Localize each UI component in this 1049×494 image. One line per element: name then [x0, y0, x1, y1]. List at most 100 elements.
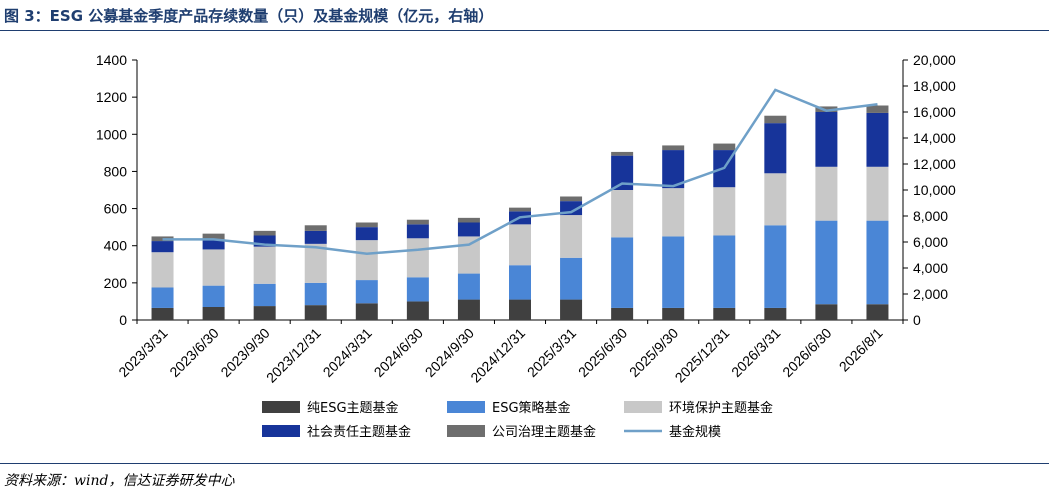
bar-segment — [611, 151, 634, 156]
bar-segment — [355, 240, 378, 281]
bar-segment — [355, 280, 378, 304]
bar-segment — [713, 235, 736, 308]
bar-segment — [151, 307, 174, 320]
bar-segment — [815, 304, 838, 320]
bar-segment — [151, 252, 174, 288]
bar-segment — [611, 190, 634, 238]
bar-segment — [560, 196, 583, 202]
x-tick-label: 2023/3/31 — [115, 325, 171, 381]
left-tick-label: 400 — [104, 238, 128, 254]
legend-swatch — [262, 401, 300, 413]
x-tick-label: 2025/6/30 — [575, 325, 631, 381]
bar-segment — [355, 227, 378, 241]
left-tick-label: 1000 — [96, 126, 127, 142]
bar-segment — [815, 220, 838, 305]
bar-segment — [713, 307, 736, 320]
bar-segment — [406, 277, 429, 302]
bar-segment — [560, 215, 583, 258]
bar-segment — [253, 283, 276, 307]
bar-segment — [406, 301, 429, 320]
bar-segment — [457, 299, 480, 320]
bar-segment — [509, 299, 531, 320]
right-tick-label: 4,000 — [913, 260, 948, 276]
legend-label: ESG策略基金 — [492, 400, 571, 416]
right-tick-label: 12,000 — [913, 156, 956, 172]
x-tick-label: 2026/8/1 — [836, 325, 886, 375]
left-tick-label: 1200 — [96, 89, 127, 105]
bar-segment — [662, 150, 685, 189]
right-tick-label: 16,000 — [913, 104, 956, 120]
bar-segment — [253, 230, 276, 236]
bar-segment — [611, 237, 634, 308]
chart: 0 200 400 600 800 1000 1200 1400 0 2,000 4,000 6,00… — [96, 52, 956, 440]
bar-segment — [151, 241, 174, 253]
bar-segment — [560, 257, 583, 300]
source-note: 资料来源：wind，信达证券研发中心 — [4, 473, 235, 489]
bar-segment — [304, 305, 327, 320]
figure-title: 图 3：ESG 公募基金季度产品存续数量（只）及基金规模（亿元，右轴） — [4, 7, 494, 25]
left-tick-label: 800 — [104, 163, 128, 179]
bar-segment — [815, 112, 838, 167]
x-tick-label: 2024/6/30 — [371, 325, 427, 381]
legend-label: 环境保护主题基金 — [669, 400, 773, 416]
x-tick-label: 2026/6/30 — [779, 325, 835, 381]
x-tick-label: 2024/12/31 — [467, 325, 528, 386]
bar-segment — [866, 112, 889, 167]
right-tick-label: 2,000 — [913, 286, 948, 302]
left-tick-label: 200 — [104, 275, 128, 291]
left-tick-label: 1400 — [96, 52, 127, 68]
right-tick-label: 8,000 — [913, 208, 948, 224]
bar-segment — [815, 166, 838, 221]
legend-label: 纯ESG主题基金 — [307, 400, 399, 416]
right-tick-label: 20,000 — [913, 52, 956, 68]
bar-segment — [764, 225, 787, 308]
legend-swatch — [624, 401, 662, 413]
right-tick-label: 14,000 — [913, 130, 956, 146]
bar-segment — [202, 239, 225, 250]
bar-segment — [457, 273, 480, 300]
bar-segment — [406, 238, 429, 278]
x-tick-label: 2023/6/30 — [166, 325, 222, 381]
legend-label: 社会责任主题基金 — [307, 424, 411, 440]
bar-segment — [253, 246, 276, 284]
bar-segment — [611, 307, 634, 320]
bar-segment — [406, 224, 429, 239]
bar-segment — [202, 233, 225, 240]
legend-label: 公司治理主题基金 — [492, 424, 596, 440]
bar-segment — [764, 115, 787, 124]
bar-segment — [764, 173, 787, 226]
bar-segment — [304, 230, 327, 244]
bar-segment — [304, 282, 327, 306]
bar-segment — [662, 188, 685, 237]
bar-segment — [304, 225, 327, 231]
bar-segment — [560, 299, 583, 320]
bar-segment — [202, 307, 225, 320]
legend-swatch — [447, 425, 485, 437]
bar-segment — [713, 187, 736, 236]
bar-segment — [457, 222, 480, 237]
x-tick-label: 2023/12/31 — [263, 325, 324, 386]
bar-segment — [253, 235, 276, 247]
left-tick-label: 0 — [119, 312, 127, 328]
bar-segment — [662, 307, 685, 320]
bar-segment — [866, 166, 889, 221]
legend-swatch — [262, 425, 300, 437]
legend-swatch — [447, 401, 485, 413]
bar-segment — [866, 105, 889, 113]
bar-segment — [509, 207, 531, 212]
bar-segment — [355, 222, 378, 228]
x-tick-label: 2025/3/31 — [524, 325, 580, 381]
bar-segment — [202, 249, 225, 286]
title-bar: 图 3：ESG 公募基金季度产品存续数量（只）及基金规模（亿元，右轴） — [0, 0, 1049, 31]
left-tick-label: 600 — [104, 201, 128, 217]
bar-segment — [662, 145, 685, 151]
bar-segment — [611, 155, 634, 190]
legend-label: 基金规模 — [669, 424, 721, 440]
bar-segment — [662, 236, 685, 308]
x-tick-label: 2024/3/31 — [320, 325, 376, 381]
x-tick-label: 2025/12/31 — [672, 325, 733, 386]
bar-segment — [713, 143, 736, 151]
footer-divider — [0, 463, 1049, 464]
bar-segment — [457, 217, 480, 223]
bar-segment — [764, 307, 787, 320]
